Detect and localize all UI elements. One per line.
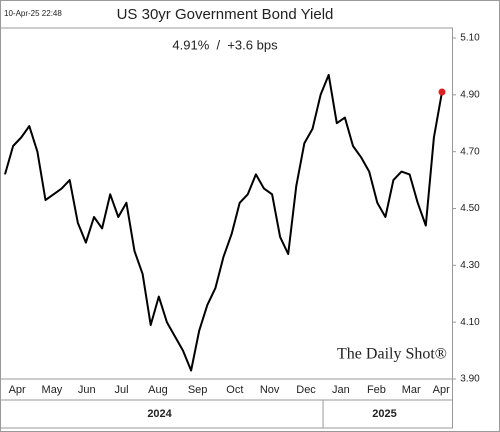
timestamp: 10-Apr-25 22:48 bbox=[4, 9, 62, 18]
x-tick-label: Oct bbox=[226, 384, 243, 396]
y-tick-label: 4.10 bbox=[460, 317, 480, 328]
y-tick-label: 4.90 bbox=[460, 89, 480, 100]
x-tick-label: Nov bbox=[260, 384, 280, 396]
y-tick-label: 5.10 bbox=[460, 33, 480, 44]
plot-frame bbox=[0, 27, 453, 380]
year-label: 2024 bbox=[147, 408, 172, 420]
y-tick-label: 4.70 bbox=[460, 146, 480, 157]
x-tick-label: Dec bbox=[296, 384, 316, 396]
x-tick-label: Jan bbox=[332, 384, 350, 396]
x-tick-label: Jul bbox=[115, 384, 129, 396]
x-tick-label: May bbox=[42, 384, 63, 396]
year-label: 2025 bbox=[372, 408, 396, 420]
chart-title: US 30yr Government Bond Yield bbox=[117, 6, 334, 23]
y-tick-label: 4.50 bbox=[460, 203, 480, 214]
x-tick-label: Apr bbox=[433, 384, 450, 396]
x-tick-label: Feb bbox=[367, 384, 386, 396]
chart-subtitle: 4.91% / +3.6 bps bbox=[172, 37, 278, 52]
x-tick-label: Mar bbox=[402, 384, 421, 396]
x-tick-label: Sep bbox=[188, 384, 208, 396]
y-tick-label: 3.90 bbox=[460, 374, 480, 385]
x-tick-label: Apr bbox=[9, 384, 26, 396]
x-axis-frame bbox=[0, 378, 453, 429]
watermark: The Daily Shot® bbox=[337, 346, 447, 363]
y-tick-label: 4.30 bbox=[460, 260, 480, 271]
last-point bbox=[438, 88, 446, 96]
x-tick-label: Jun bbox=[78, 384, 96, 396]
x-tick-label: Aug bbox=[148, 384, 168, 396]
yield-line bbox=[4, 73, 443, 372]
